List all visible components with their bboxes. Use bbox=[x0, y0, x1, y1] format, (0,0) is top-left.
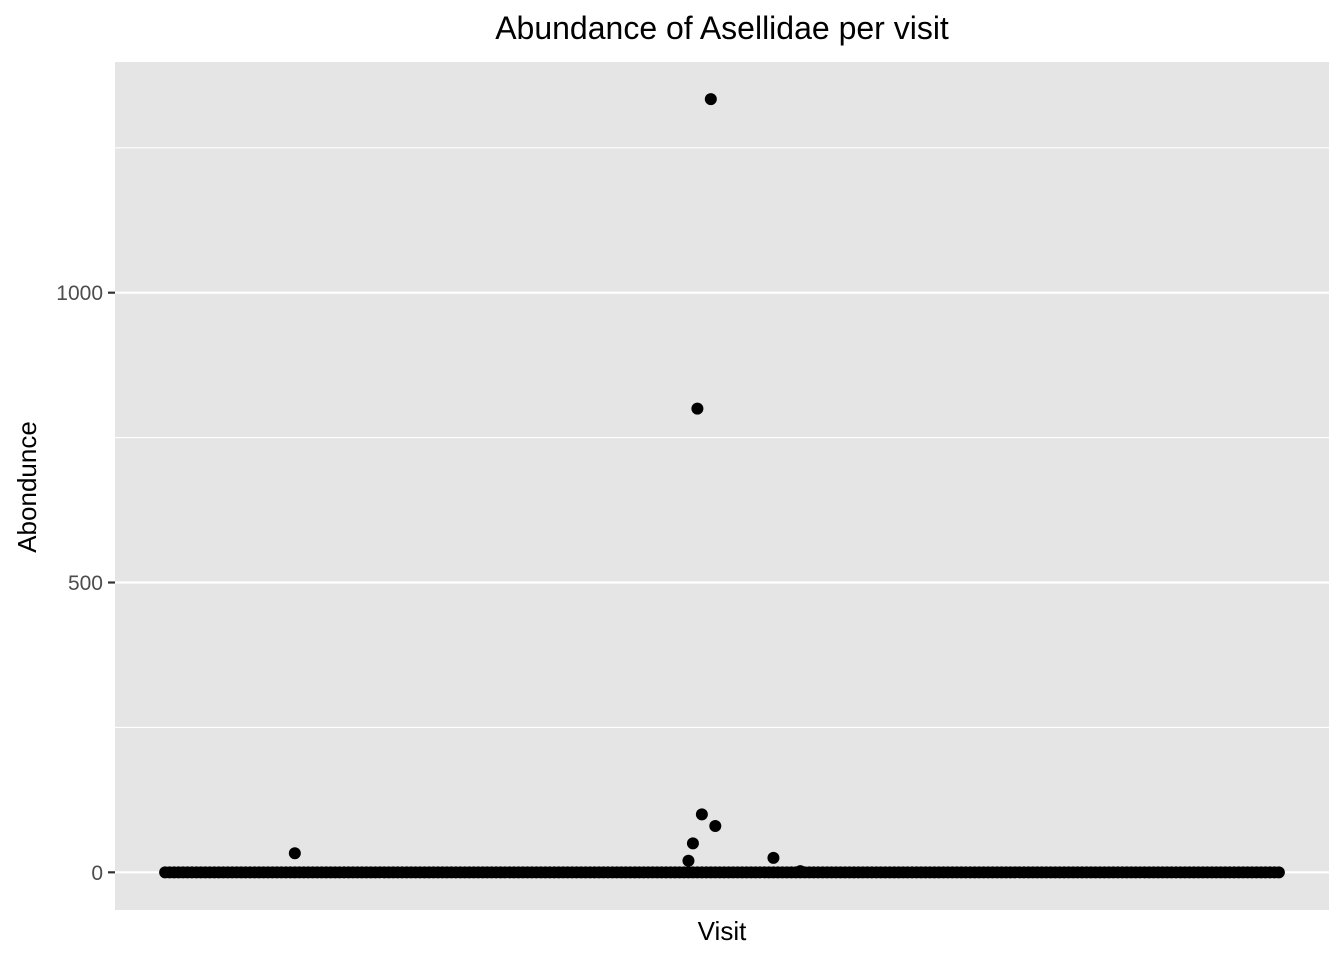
y-tick-label-0: 0 bbox=[91, 862, 103, 885]
zero-abundance-points bbox=[159, 866, 1285, 879]
data-point-visit-124 bbox=[709, 819, 722, 832]
data-point-visit-118 bbox=[682, 854, 695, 867]
zero-point-visit-250 bbox=[1272, 866, 1285, 879]
y-axis-ticks: 0 500 1000 bbox=[56, 282, 115, 885]
data-point-visit-137 bbox=[767, 851, 780, 864]
data-point-visit-120 bbox=[691, 402, 704, 415]
data-points bbox=[288, 93, 807, 878]
y-axis-label: Abondunce bbox=[12, 421, 42, 553]
data-point-visit-123 bbox=[704, 93, 717, 106]
chart-title: Abundance of Asellidae per visit bbox=[495, 10, 949, 46]
y-tick-label-1: 500 bbox=[68, 572, 103, 595]
data-point-visit-30 bbox=[288, 847, 301, 860]
plot-panel bbox=[115, 62, 1329, 910]
y-tick-label-2: 1000 bbox=[56, 282, 103, 305]
data-point-visit-121 bbox=[695, 808, 708, 821]
x-axis-label: Visit bbox=[698, 916, 747, 946]
data-point-visit-143 bbox=[794, 865, 807, 878]
data-point-visit-119 bbox=[686, 837, 699, 850]
